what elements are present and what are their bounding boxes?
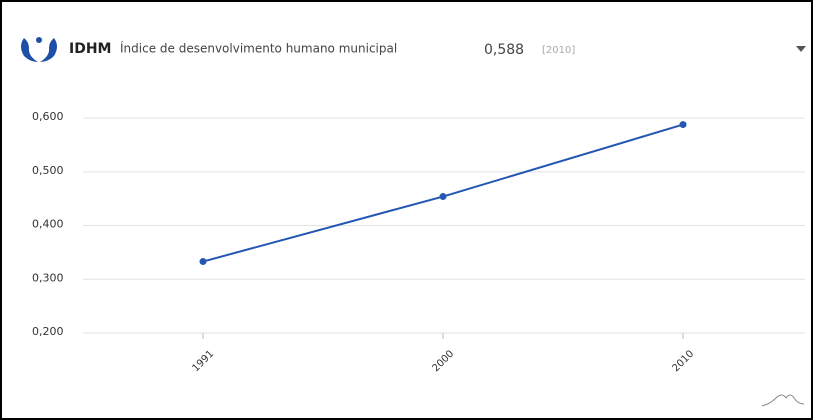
x-tick-label: 2000: [430, 348, 456, 374]
y-tick-label: 0,400: [32, 218, 64, 231]
x-tick-label: 2010: [670, 348, 696, 374]
point: [199, 258, 207, 266]
dropdown-toggle[interactable]: [796, 46, 806, 52]
y-tick-label: 0,200: [32, 325, 64, 338]
header-code: IDHM: [69, 41, 111, 57]
y-tick-label: 0,600: [32, 110, 64, 123]
header-name: Índice de desenvolvimento humano municip…: [120, 41, 397, 56]
point: [439, 193, 447, 201]
laurel-icon: [21, 37, 57, 62]
x-tick-label: 1991: [190, 348, 216, 374]
y-tick-label: 0,500: [32, 164, 64, 177]
header-value: 0,588: [484, 42, 524, 58]
logo: [761, 394, 805, 407]
point: [679, 121, 687, 129]
header-year: [2010]: [542, 45, 575, 56]
y-tick-label: 0,300: [32, 271, 64, 284]
